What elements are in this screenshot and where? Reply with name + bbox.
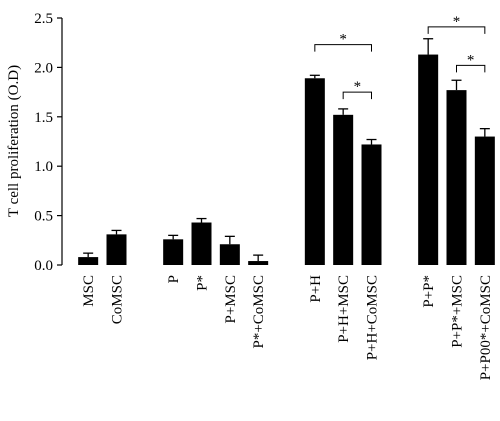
significance-label: * xyxy=(453,14,461,30)
bar xyxy=(106,234,127,265)
x-tick-label: P+H xyxy=(308,275,324,303)
bar xyxy=(78,257,99,265)
bar xyxy=(163,239,184,265)
significance-label: * xyxy=(354,79,362,95)
x-tick-label: P xyxy=(166,275,182,283)
x-tick-label: P+H+MSC xyxy=(336,275,352,343)
x-tick-label: P+P00*+CoMSC xyxy=(478,275,494,380)
significance-label: * xyxy=(339,32,347,48)
x-tick-label: CoMSC xyxy=(110,275,126,324)
significance-bracket xyxy=(314,44,372,52)
significance-label: * xyxy=(467,52,475,68)
bar xyxy=(446,90,467,266)
y-tick-label: 2.5 xyxy=(34,11,53,27)
bar xyxy=(333,114,354,265)
y-tick-label: 0.5 xyxy=(34,209,53,225)
y-tick-label: 2.0 xyxy=(34,60,53,76)
y-tick-label: 1.0 xyxy=(34,159,53,175)
x-tick-label: MSC xyxy=(81,275,97,307)
x-tick-label: P+H+CoMSC xyxy=(365,275,381,360)
x-tick-label: P+MSC xyxy=(223,275,239,324)
bar xyxy=(248,261,269,265)
bar xyxy=(474,136,495,265)
y-axis-label: T cell proliferation (O.D) xyxy=(6,65,22,217)
y-tick-label: 0.0 xyxy=(34,258,53,274)
significance-bracket xyxy=(427,26,486,34)
x-tick-label: P+P* xyxy=(421,275,437,308)
bar xyxy=(361,144,382,265)
y-tick-label: 1.5 xyxy=(34,110,53,126)
bar xyxy=(418,54,439,265)
bar xyxy=(191,222,212,265)
x-tick-label: P* xyxy=(195,275,211,291)
significance-bracket xyxy=(456,64,486,73)
bar xyxy=(219,244,240,265)
x-tick-label: P+P*+MSC xyxy=(450,275,466,348)
x-tick-label: P*+CoMSC xyxy=(251,275,267,349)
significance-bracket xyxy=(342,91,372,100)
bar xyxy=(304,78,325,265)
